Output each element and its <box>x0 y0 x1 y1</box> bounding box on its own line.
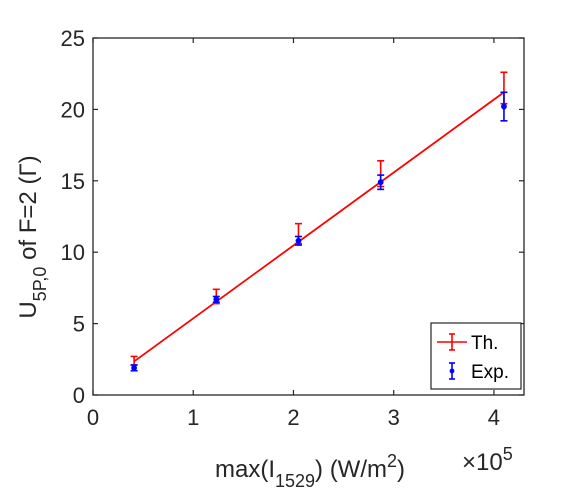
data-point-exp <box>501 103 507 110</box>
data-point-exp <box>213 296 220 303</box>
legend-swatch-point <box>449 368 455 374</box>
y-tick-label: 20 <box>61 97 85 122</box>
x-multiplier: ×105 <box>462 444 513 476</box>
data-marks <box>130 71 508 372</box>
x-tick-label: 1 <box>187 405 199 430</box>
x-tick-label: 3 <box>388 405 400 430</box>
x-tick-label: 0 <box>87 405 99 430</box>
plot-area-border <box>92 37 525 396</box>
y-tick-label: 5 <box>73 312 85 337</box>
fit-line <box>133 91 505 363</box>
y-tick-label: 0 <box>73 383 85 408</box>
data-point-exp <box>131 364 137 371</box>
axis-ticks: 0 1 2 3 4 0 5 10 15 20 25 <box>61 26 524 430</box>
y-tick-label: 25 <box>61 26 85 51</box>
x-tick-label: 4 <box>488 405 500 430</box>
legend-label: Th. <box>471 333 498 354</box>
y-axis-title: U5P,0 of F=2 (Γ) <box>15 155 50 318</box>
legend-label: Exp. <box>471 362 509 383</box>
plot-frame <box>92 37 525 396</box>
legend-box <box>430 322 522 390</box>
x-tick-label: 2 <box>287 405 299 430</box>
y-tick-label: 10 <box>61 240 85 265</box>
data-point-exp <box>295 237 302 244</box>
x-axis-title: max(I1529) (W/m2) <box>215 451 405 491</box>
data-point-exp <box>377 179 384 186</box>
y-tick-label: 15 <box>61 169 85 194</box>
legend: Th. Exp. <box>430 322 522 390</box>
